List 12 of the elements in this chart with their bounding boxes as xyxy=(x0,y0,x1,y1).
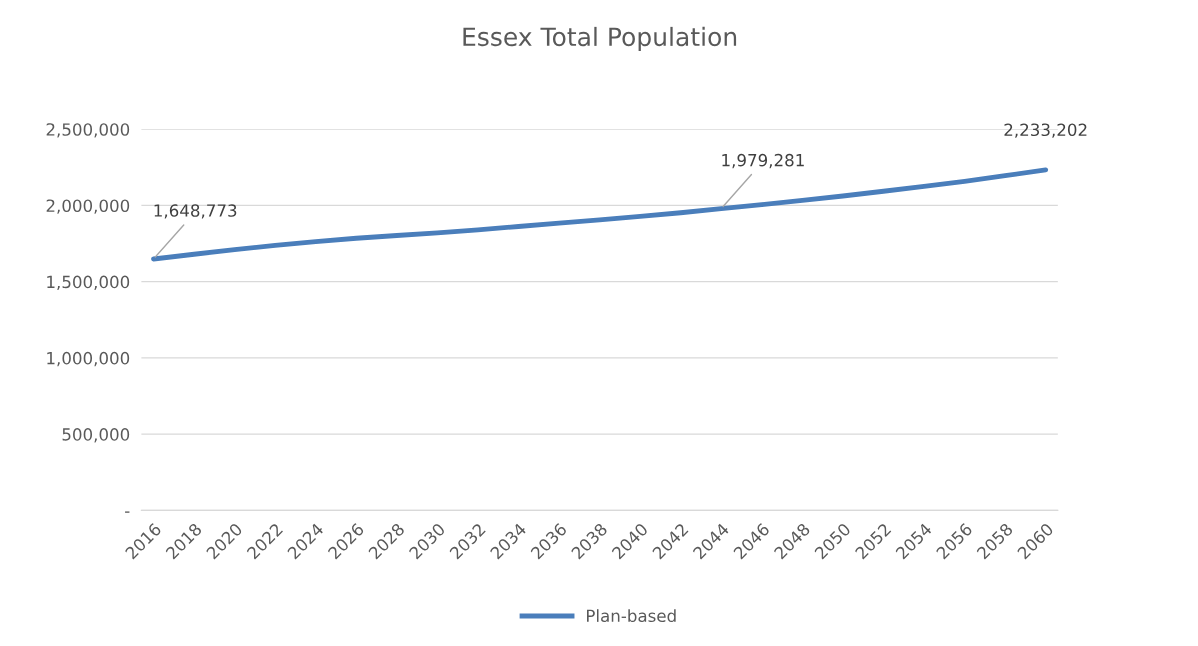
y-tick-label: 2,500,000 xyxy=(46,123,130,138)
legend-label: Plan-based xyxy=(587,609,676,623)
data-label: 1,979,281 xyxy=(722,153,804,169)
data-label: 1,648,773 xyxy=(154,204,237,219)
y-tick-label: 500,000 xyxy=(62,428,130,443)
data-label: 2,233,202 xyxy=(1004,123,1087,138)
y-tick-label: 1,500,000 xyxy=(47,275,130,290)
y-tick-label: - xyxy=(125,511,130,513)
y-tick-label: 2,000,000 xyxy=(46,199,130,214)
line-series xyxy=(151,167,1049,262)
chart-title: Essex Total Population xyxy=(463,26,737,52)
y-tick-label: 1,000,000 xyxy=(47,351,130,367)
